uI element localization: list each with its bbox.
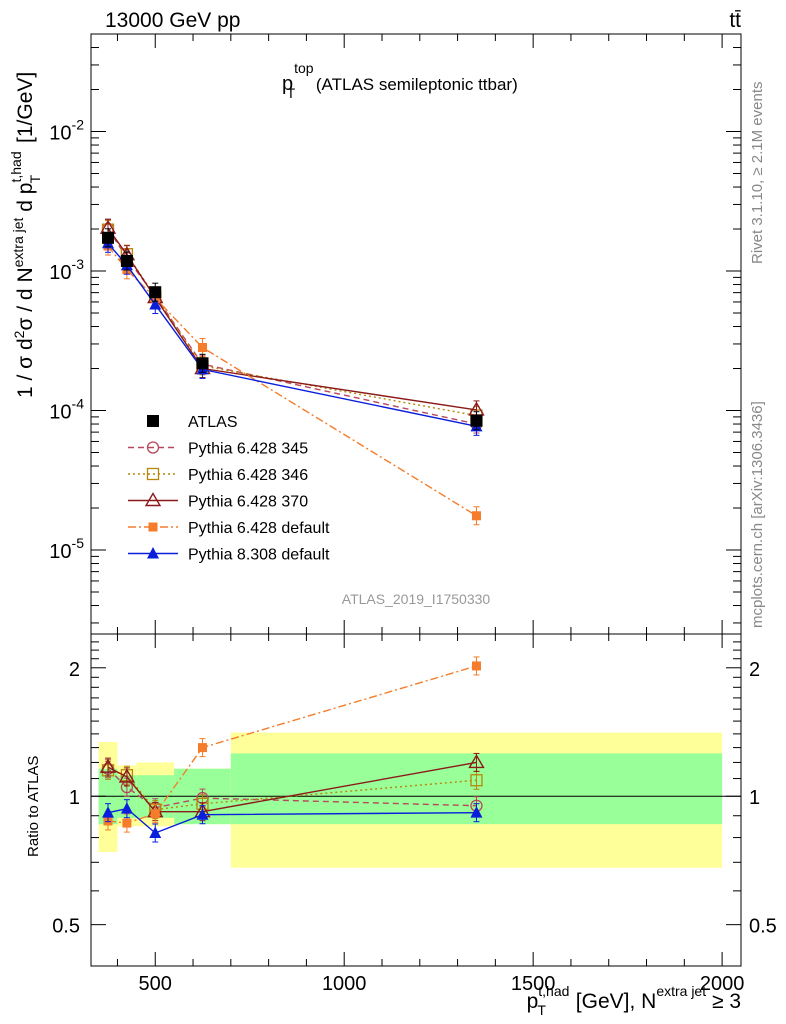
panel-frames bbox=[90, 33, 742, 967]
main-line-p8def bbox=[107, 242, 477, 428]
rivet-label: Rivet 3.1.10, ≥ 2.1M events bbox=[749, 82, 766, 265]
main-point-p6def bbox=[471, 511, 481, 521]
ratio-ylabel: Ratio to ATLAS bbox=[25, 756, 42, 857]
ratio-ytick-label-right: 0.5 bbox=[749, 916, 777, 938]
legend-label-atlas: ATLAS bbox=[188, 414, 238, 431]
main-point-atlas bbox=[470, 414, 483, 427]
xtick-label: 1000 bbox=[322, 973, 367, 995]
main-line-p345 bbox=[107, 228, 477, 425]
plot-title-p: p bbox=[282, 73, 293, 95]
main-frame bbox=[90, 33, 742, 635]
mcplots-label: mcplots.cern.ch [arXiv:1306.3436] bbox=[749, 401, 766, 628]
ratio-point-p370 bbox=[118, 768, 136, 783]
legend-label-p6def: Pythia 6.428 default bbox=[188, 520, 330, 537]
header-left: 13000 GeV pp bbox=[105, 9, 240, 32]
legend-marker-p8def bbox=[147, 547, 159, 559]
legend-marker-p6def bbox=[148, 522, 158, 532]
ratio-point-p346 bbox=[470, 774, 483, 787]
ratio-uncertainty-bands bbox=[98, 732, 723, 868]
legend-marker-p346 bbox=[146, 467, 160, 481]
analysis-id: ATLAS_2019_I1750330 bbox=[342, 591, 491, 607]
ratio-point-p8def bbox=[196, 808, 209, 820]
xtick-label: 2000 bbox=[700, 973, 745, 995]
main-ytick-label: 10-2 bbox=[49, 117, 84, 145]
ratio-point-p370 bbox=[468, 754, 485, 769]
legend-label-p345: Pythia 6.428 345 bbox=[188, 441, 308, 458]
main-point-atlas bbox=[120, 254, 133, 267]
ratio-point-p8def bbox=[470, 806, 483, 818]
main-point-p6def bbox=[197, 342, 207, 352]
plot-title-sup: top bbox=[294, 60, 314, 76]
xlabel: pt,had T [GeV], Nextra jet ≥ 3 bbox=[527, 983, 741, 1018]
main-ytick-label: 10-4 bbox=[49, 396, 84, 424]
xtick-label: 1500 bbox=[511, 973, 556, 995]
ratio-series-layer bbox=[99, 656, 485, 843]
ratio-point-p6def bbox=[471, 661, 481, 671]
ratio-point-p6def bbox=[197, 743, 207, 753]
ratio-point-p8def bbox=[120, 802, 133, 814]
legend-label-p8def: Pythia 8.308 default bbox=[188, 547, 330, 564]
main-point-atlas bbox=[196, 357, 209, 370]
ratio-point-p6def bbox=[150, 809, 160, 819]
main-point-atlas bbox=[149, 286, 162, 299]
main-series-layer bbox=[99, 218, 485, 526]
ratio-point-p370 bbox=[99, 758, 117, 773]
ratio-point-p8def bbox=[149, 826, 162, 838]
plot-title-sub: T bbox=[287, 85, 296, 101]
ratio-ytick-label-right: 1 bbox=[749, 787, 760, 809]
main-point-p8def bbox=[149, 298, 162, 310]
xtick-label: 500 bbox=[139, 973, 172, 995]
main-ytick-label: 10-5 bbox=[49, 535, 84, 563]
legend-label-p370: Pythia 6.428 370 bbox=[188, 494, 308, 511]
legend-marker-atlas bbox=[147, 415, 159, 427]
main-ylabel: 1 / σ d2σ / d Nextra jet d pt,had T [1/Ge… bbox=[8, 72, 43, 398]
plot-title-rest: (ATLAS semileptonic ttbar) bbox=[311, 75, 518, 94]
axis-ticks: 500 1000 1500 2000 10-5 10-4 10-3 10-2 0.5 0.5 1 1 2… bbox=[49, 33, 777, 995]
ratio-ytick-label: 2 bbox=[69, 659, 80, 681]
ratio-point-p6def bbox=[122, 818, 132, 828]
ratio-point-p8def bbox=[102, 806, 115, 818]
ratio-ytick-label-right: 2 bbox=[749, 659, 760, 681]
main-line-p370 bbox=[107, 227, 477, 411]
main-point-atlas bbox=[102, 231, 115, 244]
legend-marker-p345 bbox=[146, 441, 160, 454]
ratio-frame bbox=[90, 633, 742, 967]
header-right: tt̄ bbox=[729, 9, 741, 32]
plot-title: ptop T (ATLAS semileptonic ttbar) bbox=[282, 60, 518, 101]
legend: ATLAS Pythia 6.428 345 Pythia 6.428 346 Pyt… bbox=[128, 414, 330, 564]
ratio-ytick-label: 1 bbox=[69, 787, 80, 809]
legend-label-p346: Pythia 6.428 346 bbox=[188, 467, 308, 484]
ratio-ytick-label: 0.5 bbox=[52, 916, 80, 938]
main-ytick-label: 10-3 bbox=[49, 256, 84, 284]
legend-marker-p370 bbox=[144, 492, 162, 507]
